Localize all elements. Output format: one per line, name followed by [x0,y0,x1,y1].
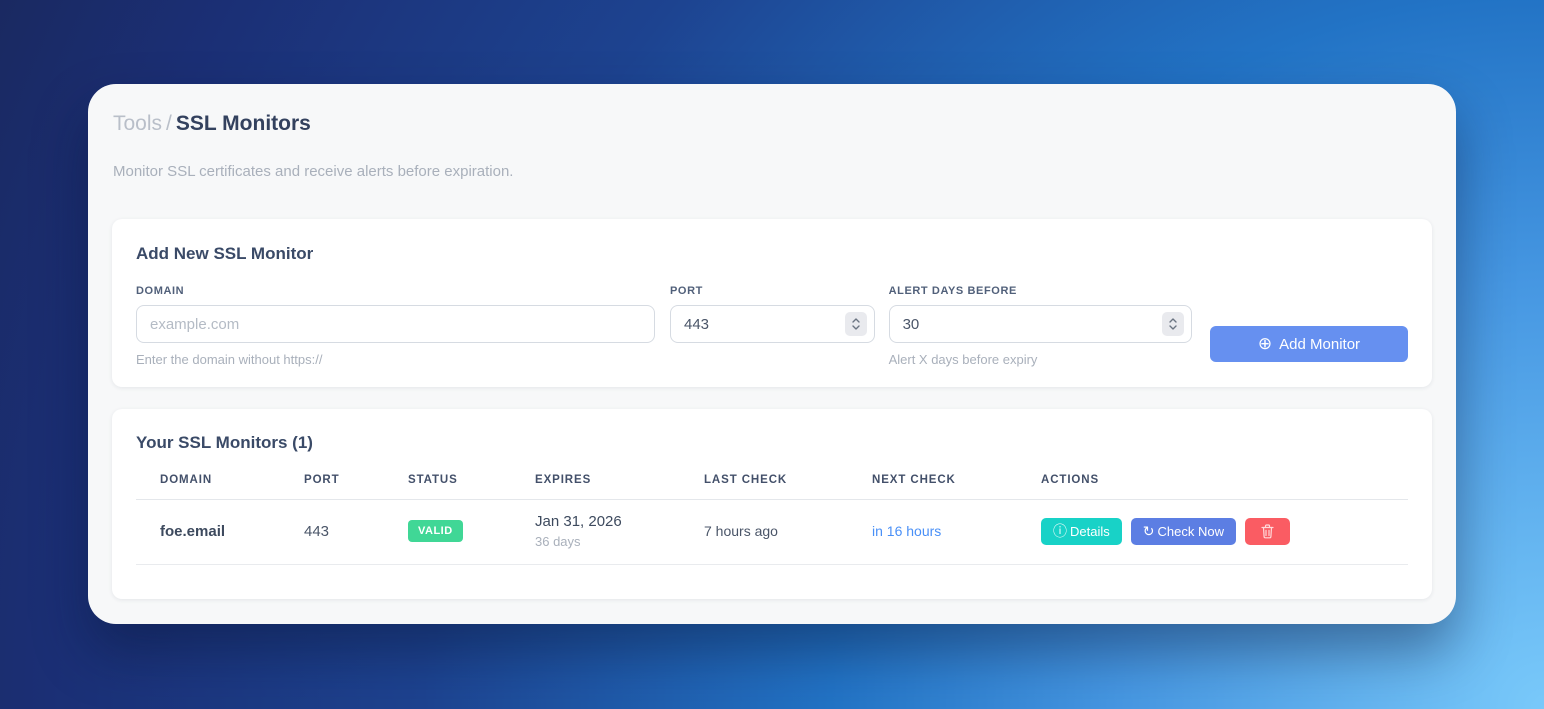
column-header-port: PORT [280,474,384,500]
alert-days-input[interactable] [888,305,1192,343]
status-badge: VALID [408,520,463,542]
page-subtitle: Monitor SSL certificates and receive ale… [113,163,514,180]
domain-help-text: Enter the domain without https:// [136,352,323,367]
monitor-port: 443 [280,499,384,565]
domain-field-group: DOMAIN Enter the domain without https:// [136,285,655,367]
alert-days-field-group: ALERT DAYS BEFORE Alert X days before ex… [888,285,1192,367]
check-now-button[interactable]: ↻ Check Now [1130,517,1236,545]
column-header-status: STATUS [384,474,511,500]
delete-button[interactable] [1244,517,1290,545]
breadcrumb-separator: / [166,112,172,135]
add-monitor-form: DOMAIN Enter the domain without https://… [136,285,1408,367]
monitors-table: DOMAIN PORT STATUS EXPIRES LAST CHECK NE… [136,474,1408,565]
add-monitor-button-wrap: ⊕ Add Monitor [1209,285,1408,362]
column-header-next-check: NEXT CHECK [848,474,1017,500]
domain-label: DOMAIN [136,285,185,297]
port-field-group: PORT [669,285,875,343]
trash-icon [1261,523,1274,538]
monitor-last-check: 7 hours ago [680,499,848,565]
info-icon: ⓘ [1053,523,1067,539]
monitor-next-check: in 16 hours [848,499,1017,565]
table-row: foe.email 443 VALID Jan 31, 2026 36 days… [136,499,1408,565]
add-monitor-title: Add New SSL Monitor [136,244,314,263]
monitor-expires-date: Jan 31, 2026 [535,513,622,530]
table-header-row: DOMAIN PORT STATUS EXPIRES LAST CHECK NE… [136,474,1408,500]
column-header-actions: ACTIONS [1017,474,1408,500]
details-button[interactable]: ⓘ Details [1041,517,1122,545]
monitors-list-title: Your SSL Monitors (1) [136,433,313,452]
page-title: SSL Monitors [175,112,311,135]
port-label: PORT [669,285,703,297]
circled-plus-icon: ⊕ [1257,333,1273,353]
details-button-label: Details [1070,523,1110,539]
check-now-button-label: Check Now [1157,523,1224,539]
column-header-last-check: LAST CHECK [680,474,848,500]
monitor-expires-days: 36 days [535,534,581,549]
breadcrumb: Tools / SSL Monitors [113,110,1432,137]
alert-days-help-text: Alert X days before expiry [888,352,1038,367]
refresh-icon: ↻ [1142,523,1155,539]
spinner-arrows-icon [851,318,860,330]
row-actions: ⓘ Details ↻ Check Now [1041,517,1408,545]
alert-days-spinner[interactable] [1161,312,1184,336]
spinner-arrows-icon [1169,318,1177,330]
column-header-domain: DOMAIN [136,474,280,500]
column-header-expires: EXPIRES [511,474,680,500]
alert-days-label: ALERT DAYS BEFORE [888,285,1017,297]
domain-input[interactable] [136,305,655,343]
port-input[interactable] [669,305,875,343]
monitor-domain: foe.email [136,499,280,565]
add-monitor-button[interactable]: ⊕ Add Monitor [1209,326,1408,362]
breadcrumb-tools[interactable]: Tools [113,112,163,135]
port-spinner[interactable] [844,312,867,336]
monitors-list-card: Your SSL Monitors (1) DOMAIN PORT STATUS… [112,409,1432,599]
add-monitor-button-label: Add Monitor [1279,335,1361,353]
main-panel: Tools / SSL Monitors Monitor SSL certifica… [88,84,1456,624]
add-monitor-card: Add New SSL Monitor DOMAIN Enter the dom… [112,219,1432,387]
